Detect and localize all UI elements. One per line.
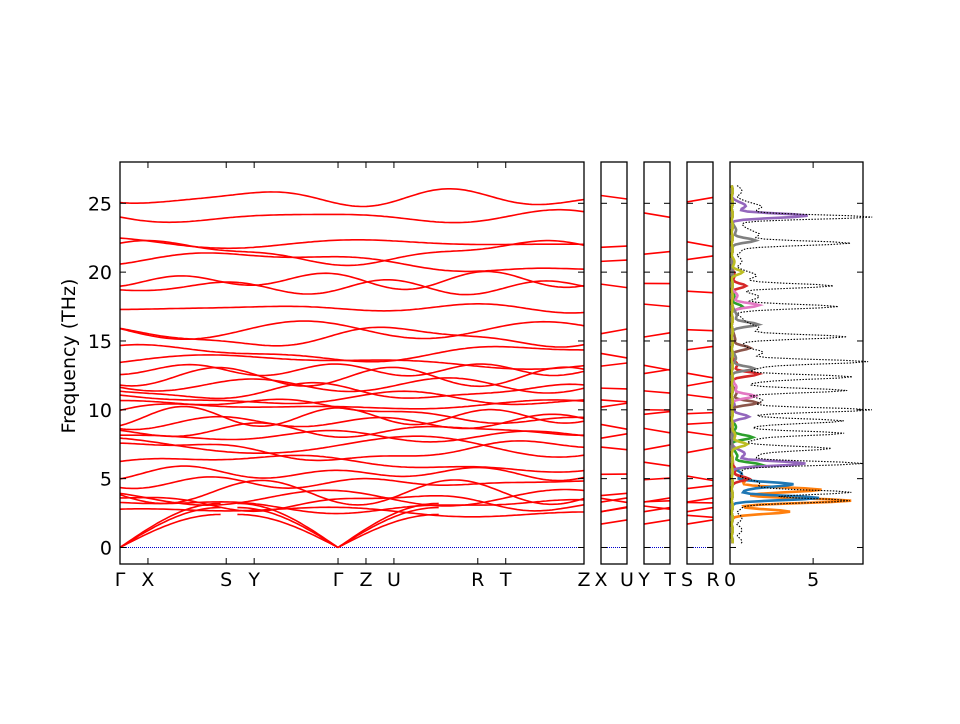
acoustic-band: [601, 520, 627, 524]
x-tick-label: Y: [637, 569, 650, 591]
phonon-band: [644, 252, 670, 255]
phonon-band: [687, 413, 713, 414]
phonon-band: [120, 423, 584, 437]
phonon-band: [687, 448, 713, 453]
phonon-band: [687, 373, 713, 378]
phonon-band: [601, 260, 627, 261]
dos-x-tick-label: 5: [807, 569, 819, 591]
phonon-band: [120, 355, 584, 369]
phonon-band: [120, 304, 584, 313]
band-lines-layer: [120, 189, 713, 548]
path-panel-frame: [644, 162, 670, 564]
phonon-band: [644, 445, 670, 450]
phonon-band: [601, 196, 627, 199]
phonon-band: [120, 327, 584, 347]
phonon-band: [687, 346, 713, 349]
dos-x-tick-label: 0: [724, 569, 736, 591]
phonon-band: [687, 197, 713, 201]
x-tick-label: Y: [247, 569, 260, 591]
phonon-band: [644, 213, 670, 217]
acoustic-band: [120, 508, 221, 548]
phonon-band: [644, 333, 670, 337]
partial-dos-curve: [732, 185, 808, 543]
x-tick-label: Z: [359, 569, 372, 591]
x-tick-label: T: [663, 569, 676, 591]
phonon-band: [120, 364, 584, 376]
total-dos-curve: [736, 185, 872, 543]
acoustic-band: [601, 508, 627, 512]
y-tick-label: 5: [100, 469, 112, 491]
y-tick-label: 10: [88, 400, 112, 422]
phonon-band: [644, 304, 670, 306]
acoustic-band: [687, 498, 713, 502]
phonon-band: [687, 502, 713, 503]
phonon-band: [687, 432, 713, 436]
x-tick-label: T: [499, 569, 512, 591]
phonon-band: [687, 330, 713, 331]
phonon-band: [644, 428, 670, 432]
x-tick-label: Γ: [115, 569, 126, 591]
phonon-band: [687, 256, 713, 260]
phonon-band: [601, 284, 627, 288]
acoustic-band: [687, 508, 713, 512]
y-tick-label: 15: [88, 331, 112, 353]
y-tick-label: 20: [88, 262, 112, 284]
acoustic-band: [644, 520, 670, 524]
phonon-band: [601, 434, 627, 438]
phonon-band: [120, 477, 584, 489]
phonon-band: [644, 412, 670, 415]
x-tick-label: U: [387, 569, 401, 591]
phonon-band: [644, 462, 670, 466]
x-tick-label: U: [620, 569, 634, 591]
phonon-band: [601, 388, 627, 389]
acoustic-band: [687, 520, 713, 524]
phonon-band: [687, 486, 713, 489]
phonon-band: [120, 367, 584, 386]
phonon-band: [120, 280, 584, 295]
x-tick-label: X: [141, 569, 154, 591]
phonon-band: [644, 391, 670, 393]
phonon-band: [120, 345, 584, 362]
phonon-band: [601, 363, 627, 366]
x-tick-label: R: [471, 569, 484, 591]
phonon-band: [601, 329, 627, 334]
dos-lines-layer: [732, 185, 873, 543]
phonon-band: [687, 242, 713, 247]
path-panel-frame: [687, 162, 713, 564]
y-tick-label: 0: [100, 537, 112, 559]
phonon-band: [601, 403, 627, 407]
phonon-band: [687, 515, 713, 517]
phonon-band: [601, 447, 627, 450]
x-tick-label: X: [594, 569, 607, 591]
phonon-band: [687, 423, 713, 425]
x-tick-label: Γ: [333, 569, 344, 591]
y-axis-label: Frequency (THz): [58, 279, 80, 434]
phonon-band: [120, 238, 584, 248]
phonon-band: [601, 400, 627, 402]
phonon-band: [687, 381, 713, 386]
phonon-band: [601, 424, 627, 429]
x-tick-label: S: [681, 569, 693, 591]
phonon-band: [644, 365, 670, 370]
x-tick-label: S: [220, 569, 232, 591]
phonon-band: [601, 353, 627, 358]
x-tick-label: R: [706, 569, 719, 591]
phonon-band: [120, 189, 584, 207]
phonon-band: [120, 210, 584, 223]
y-tick-label: 25: [88, 193, 112, 215]
phonon-band: [120, 383, 584, 399]
phonon-band: [687, 395, 713, 398]
phonon-band: [601, 246, 627, 247]
phonon-band: [687, 291, 713, 293]
phonon-band: [120, 436, 584, 457]
phonon-band: [601, 493, 627, 495]
x-tick-label: Z: [577, 569, 590, 591]
phonon-band: [120, 253, 584, 271]
